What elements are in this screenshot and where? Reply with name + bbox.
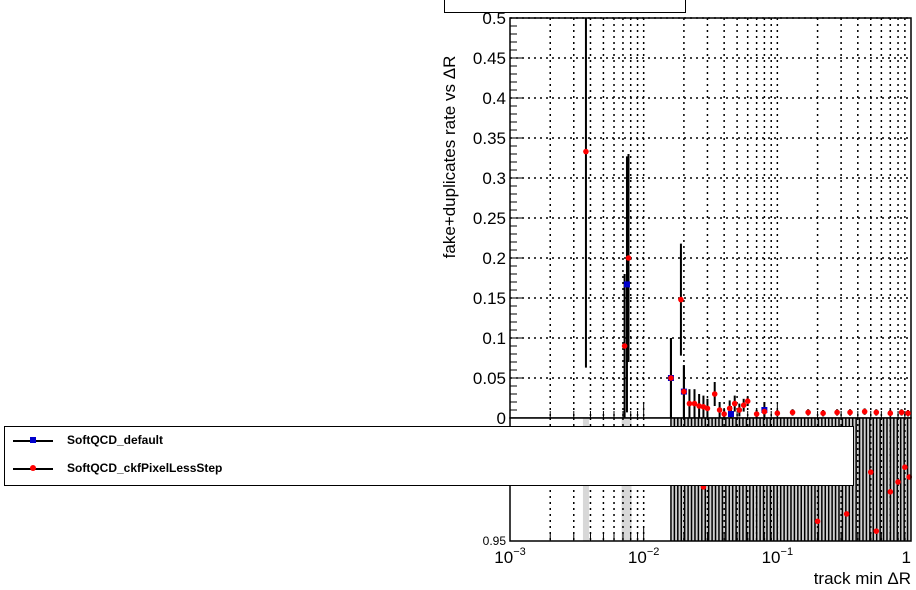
y-tick-label: 0.5	[482, 9, 506, 28]
data-point-ckf	[820, 410, 826, 417]
square-marker-icon	[30, 437, 36, 443]
y-tick-label: 0.3	[482, 169, 506, 188]
data-point-default	[623, 281, 630, 288]
ratio-point	[873, 528, 880, 534]
legend-entry-default: SoftQCD_default	[5, 427, 853, 455]
data-point-ckf	[696, 403, 702, 409]
legend-label: SoftQCD_default	[67, 433, 163, 447]
x-tick-label: 1	[902, 548, 911, 567]
data-point-ckf	[736, 407, 743, 413]
data-point-ckf	[905, 410, 911, 417]
data-point-ckf	[704, 405, 711, 412]
x-axis-label: track min ΔR	[814, 569, 911, 588]
data-point-ckf	[805, 409, 811, 416]
ratio-point	[814, 518, 821, 525]
legend: SoftQCD_default SoftQCD_ckfPixelLessStep	[4, 426, 854, 486]
data-point-ckf	[691, 400, 698, 407]
ratio-point	[867, 469, 874, 475]
legend-label: SoftQCD_ckfPixelLessStep	[67, 461, 223, 475]
ratio-point	[843, 511, 850, 517]
data-point-ckf	[774, 410, 781, 417]
y-tick-label: 0.95	[483, 534, 507, 548]
y-tick-label: 0.45	[473, 49, 506, 68]
top-legend-frame	[444, 0, 686, 13]
ratio-point	[895, 479, 901, 485]
y-tick-label: 0.2	[482, 249, 506, 268]
circle-marker-icon	[30, 465, 36, 471]
data-point-ckf	[847, 409, 853, 416]
y-tick-label: 0.15	[473, 289, 506, 308]
data-point-ckf	[716, 407, 723, 413]
y-axis-label: fake+duplicates rate vs ΔR	[440, 56, 459, 259]
ratio-point	[902, 464, 908, 471]
main-plot-panel: 0.05 0.1 0.15 0.2 0.25 0.3 0.35 0.4 0.45 0.5 0	[473, 9, 912, 428]
data-point-ckf	[753, 411, 760, 417]
data-point-ckf	[711, 391, 718, 397]
data-point-ckf	[625, 255, 632, 261]
data-point-ckf	[668, 375, 674, 381]
data-point-ckf	[726, 405, 733, 412]
data-point-ckf	[686, 400, 693, 407]
data-point-ckf	[740, 402, 747, 409]
y-tick-label: 0.25	[473, 209, 506, 228]
y-tick-label: 0.4	[482, 89, 506, 108]
data-point-ckf	[681, 388, 687, 395]
legend-entry-ckf: SoftQCD_ckfPixelLessStep	[5, 455, 853, 483]
data-point-ckf	[678, 296, 684, 303]
data-point-default	[727, 411, 734, 417]
x-tick-label: 10−2	[628, 546, 659, 567]
data-point-ckf	[621, 343, 628, 349]
data-point-ckf	[873, 409, 880, 416]
data-point-ckf	[744, 398, 751, 405]
y-tick-label: 0.35	[473, 129, 506, 148]
ratio-point	[887, 489, 894, 495]
x-tick-label: 10−3	[494, 546, 525, 567]
data-point-ckf	[898, 409, 905, 416]
x-tick-label: 10−1	[762, 546, 793, 567]
data-point-ckf	[861, 408, 868, 415]
y-tick-label: 0	[497, 409, 506, 428]
data-point-ckf	[721, 411, 727, 417]
y-tick-label: 0.05	[473, 369, 506, 388]
data-point-ckf	[731, 400, 738, 407]
data-point-ckf	[761, 408, 768, 415]
y-tick-label: 0.1	[482, 329, 506, 348]
data-point-ckf	[834, 409, 840, 416]
data-point-ckf	[789, 409, 796, 416]
data-point-ckf	[583, 148, 589, 155]
data-point-ckf	[887, 410, 894, 417]
